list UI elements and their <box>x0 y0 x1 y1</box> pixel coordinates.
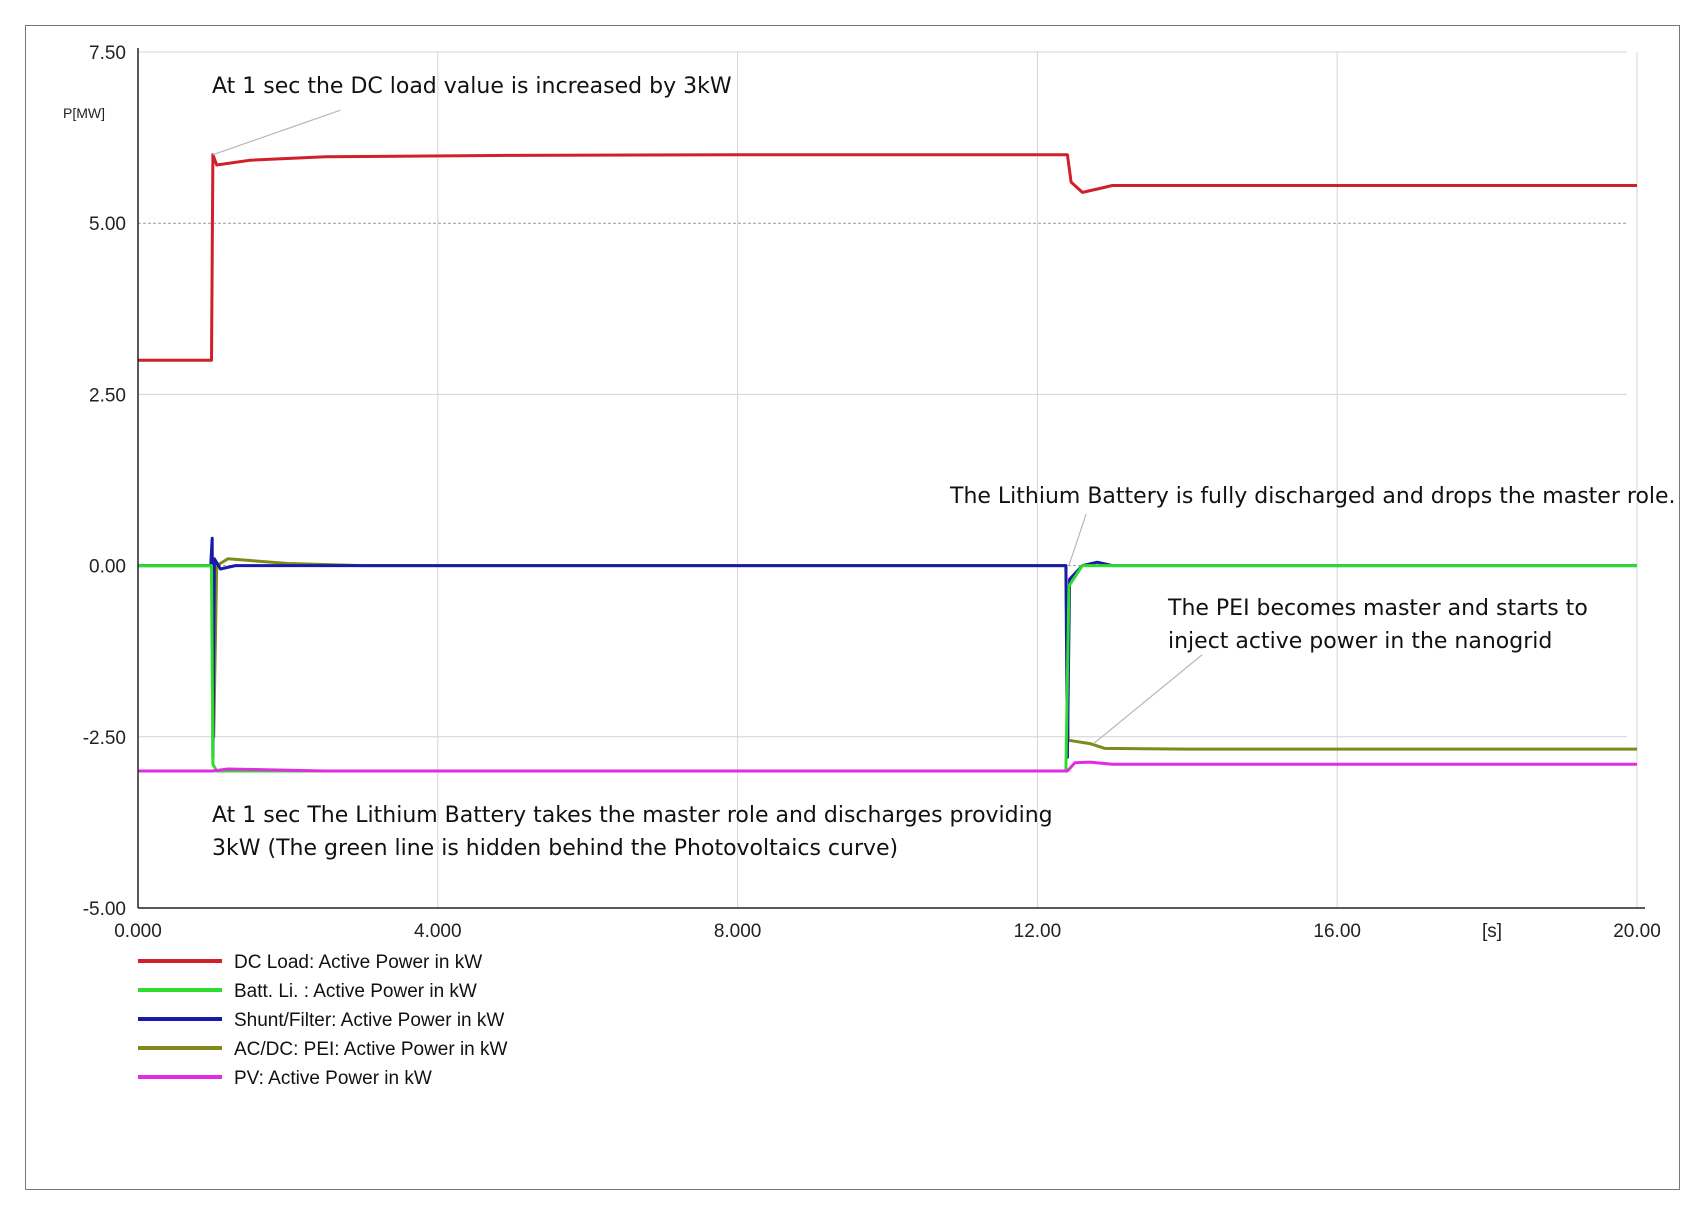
x-tick-label: 12.00 <box>1014 921 1062 942</box>
annotation-text: 3kW (The green line is hidden behind the… <box>212 836 898 861</box>
annotation-text: At 1 sec The Lithium Battery takes the m… <box>212 803 1053 828</box>
x-tick-label: 4.000 <box>414 921 462 942</box>
legend: DC Load: Active Power in kW Batt. Li. : A… <box>138 952 508 1089</box>
legend-label: AC/DC: PEI: Active Power in kW <box>234 1039 508 1060</box>
legend-label: PV: Active Power in kW <box>234 1068 432 1089</box>
annotation-text: The PEI becomes master and starts to <box>1167 596 1588 621</box>
y-tick-label: -2.50 <box>83 728 126 749</box>
annotation-pointer <box>1068 514 1087 566</box>
y-tick-label: 7.50 <box>89 43 126 64</box>
legend-label: DC Load: Active Power in kW <box>234 952 482 973</box>
annotation-pointer <box>1093 654 1203 745</box>
legend-label: Shunt/Filter: Active Power in kW <box>234 1010 504 1031</box>
x-tick-label: 20.00 <box>1613 921 1661 942</box>
series-line <box>138 760 1637 773</box>
grid-layer <box>138 51 1638 908</box>
annotation-text: At 1 sec the DC load value is increased … <box>212 74 732 99</box>
y-tick-label: 2.50 <box>89 385 126 406</box>
annotation-pointer <box>212 109 341 156</box>
x-tick-label: 16.00 <box>1313 921 1361 942</box>
y-tick-label: 5.00 <box>89 214 126 235</box>
annotation-text: inject active power in the nanogrid <box>1168 629 1552 654</box>
y-axis-label: P[MW] <box>63 105 105 121</box>
x-tick-label: 8.000 <box>714 921 762 942</box>
x-tick-label: 0.000 <box>114 921 162 942</box>
chart-frame <box>25 25 1680 1190</box>
y-tick-label: 0.00 <box>89 557 126 578</box>
x-axis-label: [s] <box>1482 921 1502 942</box>
series-layer <box>138 153 1637 773</box>
y-tick-label: -5.00 <box>83 899 126 920</box>
legend-label: Batt. Li. : Active Power in kW <box>234 981 477 1002</box>
annotation-text: The Lithium Battery is fully discharged … <box>949 484 1676 509</box>
annotation-layer: At 1 sec the DC load value is increased … <box>212 74 1676 861</box>
axis-layer: P[MW] [s] 0.000 4.000 8.000 12.00 16.00 20.00… <box>63 43 1661 942</box>
series-line <box>138 153 1637 362</box>
